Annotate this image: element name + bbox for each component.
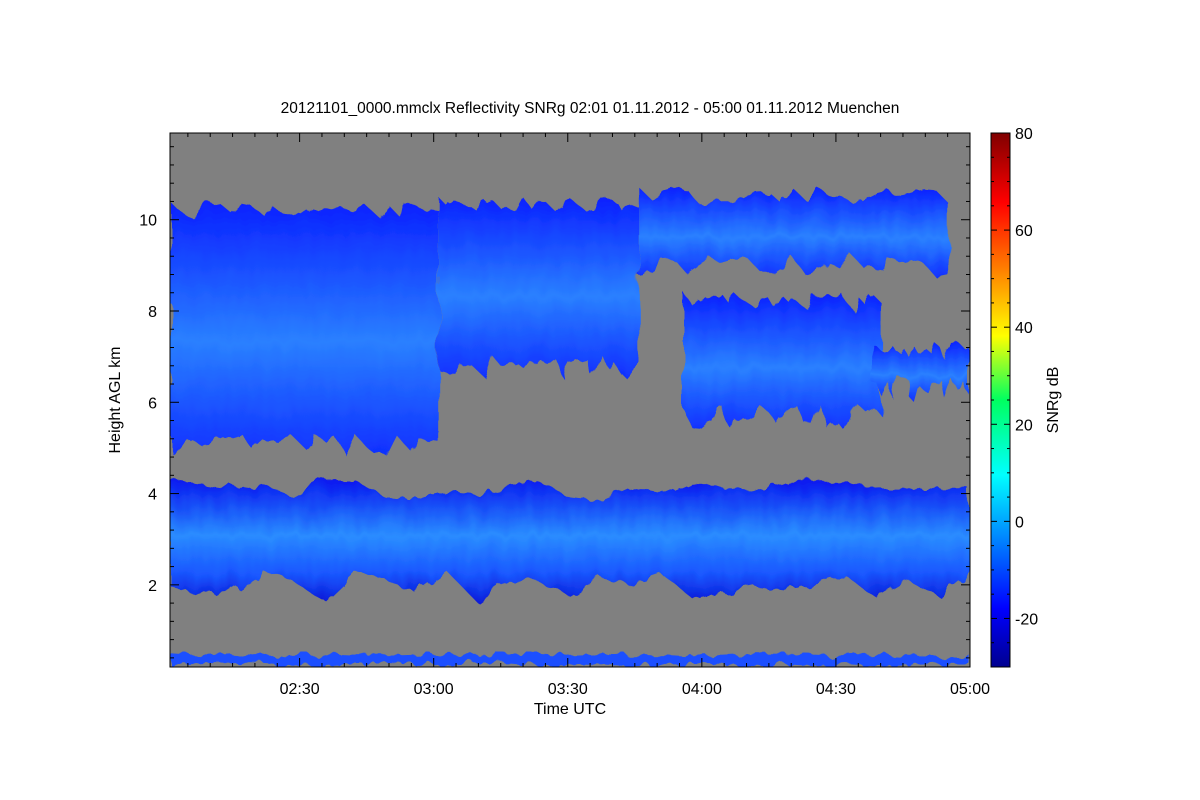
y-tick-label: 6 — [148, 395, 157, 412]
x-tick-label: 02:30 — [280, 681, 320, 698]
colorbar-tick-label: -20 — [1015, 611, 1038, 628]
colorbar-axis: -20 0 20 40 60 80 — [991, 126, 1038, 668]
colorbar-label: SNRg dB — [1045, 367, 1062, 434]
y-axis-label: Height AGL km — [107, 346, 124, 453]
plot-frame — [169, 132, 971, 668]
x-tick-label: 04:30 — [816, 681, 856, 698]
y-tick-label: 4 — [148, 487, 157, 504]
upper-cloud-segment — [170, 201, 439, 457]
y-tick-label: 10 — [139, 213, 157, 230]
x-axis-label: Time UTC — [534, 701, 606, 718]
upper-cloud-segment — [684, 292, 881, 429]
colorbar-tick-label: 80 — [1015, 126, 1033, 143]
x-tick-label: 03:30 — [548, 681, 588, 698]
x-axis: 02:30 03:00 03:30 04:00 04:30 05:00 — [169, 133, 990, 698]
near-surface-clutter — [170, 653, 970, 667]
chart-title: 20121101_0000.mmclx Reflectivity SNRg 02… — [281, 100, 900, 117]
upper-cloud-segment — [871, 342, 970, 402]
colorbar-tick-label: 20 — [1015, 417, 1033, 434]
colorbar-tick-label: 60 — [1015, 223, 1033, 240]
y-axis: 2 4 6 8 10 — [139, 146, 970, 659]
y-tick-label: 2 — [148, 578, 157, 595]
upper-cloud-segment — [438, 196, 640, 378]
colorbar-tick-label: 0 — [1015, 514, 1024, 531]
middle-cloud-layer — [170, 479, 970, 603]
colorbar-tick-label: 40 — [1015, 320, 1033, 337]
upper-cloud-segment — [639, 187, 948, 278]
y-tick-label: 8 — [148, 304, 157, 321]
reflectivity-field — [170, 187, 970, 667]
x-tick-label: 04:00 — [682, 681, 722, 698]
x-tick-label: 03:00 — [414, 681, 454, 698]
x-tick-label: 05:00 — [950, 681, 990, 698]
